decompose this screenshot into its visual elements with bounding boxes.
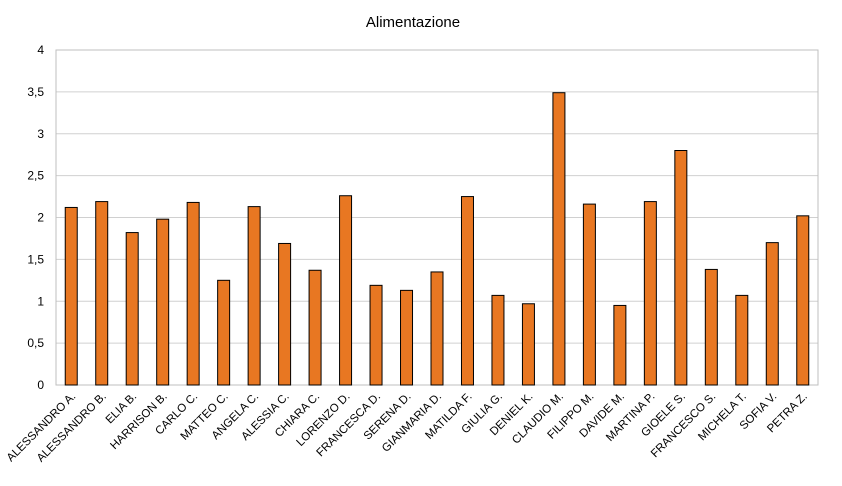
bar	[308, 269, 322, 386]
bar	[674, 150, 688, 386]
y-tick-label: 0	[37, 378, 44, 392]
y-tick-label: 3,5	[27, 85, 44, 99]
y-tick-label: 4	[37, 43, 44, 57]
bar	[217, 279, 231, 386]
bar	[125, 232, 139, 386]
bar	[247, 206, 261, 386]
bar	[186, 201, 200, 386]
bar	[95, 201, 109, 386]
bar	[704, 268, 718, 386]
bar	[369, 284, 383, 386]
y-tick-label: 2	[37, 211, 44, 225]
bar	[735, 294, 749, 386]
y-tick-label: 1	[37, 294, 44, 308]
bar	[552, 92, 566, 386]
x-axis-ticks: ALESSANDRO A.ALESSANDRO B.ELIA B.HARRISO…	[5, 391, 810, 465]
y-axis-ticks: 0 0,5 1 1,5 2 2,5 3 3,5 4	[27, 43, 44, 392]
x-tick-label: LORENZO D.	[294, 391, 352, 449]
bars	[64, 92, 810, 386]
bar	[491, 294, 505, 386]
bar	[430, 271, 444, 386]
chart-title: Alimentazione	[366, 14, 460, 31]
bar	[643, 201, 657, 386]
y-tick-label: 1,5	[27, 252, 44, 266]
bar	[156, 218, 170, 386]
bar	[278, 242, 292, 386]
bar	[765, 242, 779, 386]
bar	[796, 215, 810, 386]
bar	[64, 206, 78, 386]
y-tick-label: 0,5	[27, 336, 44, 350]
bar	[460, 196, 474, 386]
y-tick-label: 2,5	[27, 169, 44, 183]
y-tick-label: 3	[37, 127, 44, 141]
bar	[613, 304, 627, 386]
bar	[582, 203, 596, 386]
bar	[521, 303, 535, 386]
bar	[339, 195, 353, 386]
bar	[400, 289, 414, 386]
